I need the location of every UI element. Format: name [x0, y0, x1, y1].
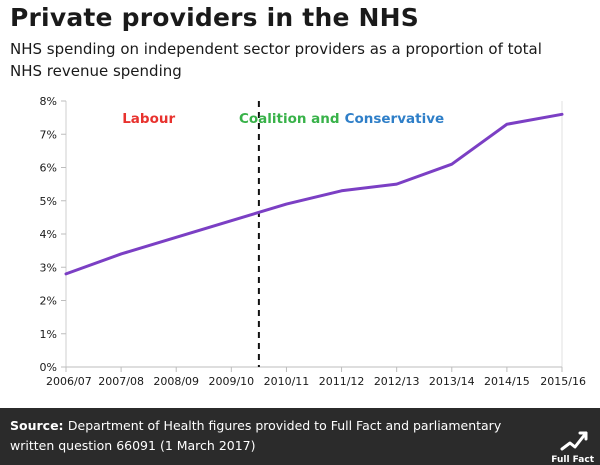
coalition-conservative-annotation: Coalition and Conservative — [239, 111, 444, 127]
y-tick-label: 1% — [40, 328, 57, 341]
x-tick-label: 2009/10 — [208, 375, 254, 388]
source-footer: Source: Department of Health figures pro… — [0, 408, 600, 465]
y-tick-label: 0% — [40, 361, 57, 374]
y-tick-label: 3% — [40, 261, 57, 274]
full-fact-logo-text: Full Fact — [551, 455, 594, 465]
labour-annotation: Labour — [122, 111, 175, 127]
x-tick-label: 2012/13 — [374, 375, 420, 388]
y-tick-label: 8% — [40, 95, 57, 108]
x-tick-label: 2013/14 — [429, 375, 475, 388]
chart-title: Private providers in the NHS — [10, 3, 419, 32]
x-tick-label: 2014/15 — [484, 375, 530, 388]
x-tick-label: 2015/16 — [540, 375, 586, 388]
series-line — [64, 112, 564, 276]
y-tick-label: 4% — [40, 228, 57, 241]
x-axis-ticks: 2006/07 2007/08 2008/09 2009/10 2010/11 2011/… — [46, 367, 586, 388]
y-tick-label: 2% — [40, 295, 57, 308]
line-chart: 0% 1% 2% 3% 4% 5% 6% 7% 8% 2006/07 2007/08 2008/09… — [40, 95, 586, 388]
source-text: Source: Department of Health figures pro… — [10, 416, 530, 456]
y-tick-label: 7% — [40, 128, 57, 141]
chart-subtitle: NHS spending on independent sector provi… — [10, 40, 542, 80]
x-tick-label: 2007/08 — [98, 375, 144, 388]
x-tick-label: 2006/07 — [46, 375, 92, 388]
source-body: Department of Health figures provided to… — [10, 418, 502, 453]
x-tick-label: 2011/12 — [319, 375, 365, 388]
x-tick-label: 2010/11 — [264, 375, 310, 388]
y-tick-label: 5% — [40, 195, 57, 208]
coalition-label: Coalition and — [239, 111, 340, 127]
x-tick-label: 2008/09 — [153, 375, 199, 388]
source-label: Source: — [10, 418, 64, 433]
y-tick-label: 6% — [40, 162, 57, 175]
chart-frame — [65, 101, 563, 368]
conservative-label: Conservative — [345, 111, 445, 127]
y-axis-ticks: 0% 1% 2% 3% 4% 5% 6% 7% 8% — [40, 95, 66, 374]
full-fact-logo-icon — [560, 431, 588, 451]
